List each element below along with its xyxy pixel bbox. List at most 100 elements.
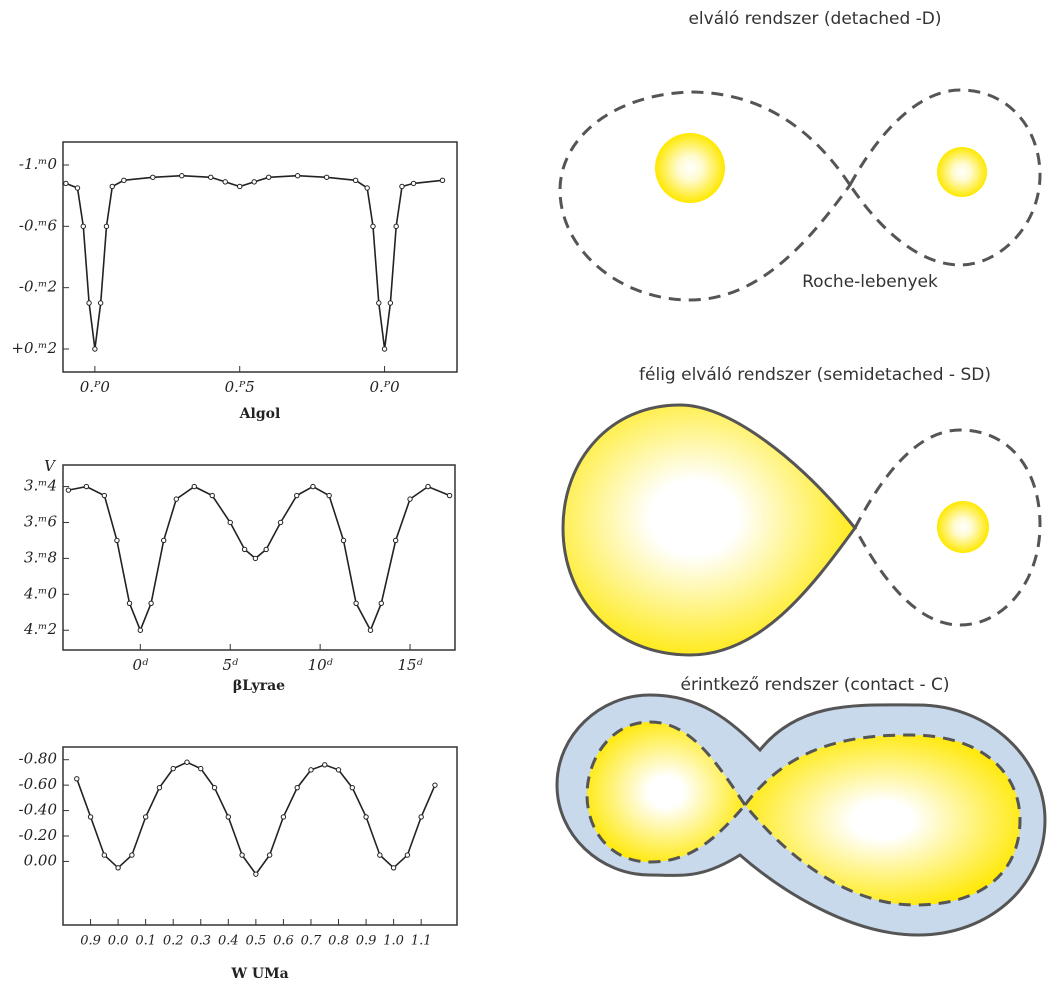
data-point bbox=[238, 184, 242, 188]
data-point bbox=[350, 785, 354, 789]
data-point bbox=[138, 628, 142, 632]
x-tick-label: 10ᵈ bbox=[308, 656, 333, 674]
data-point bbox=[143, 815, 147, 819]
data-point bbox=[368, 628, 372, 632]
y-tick-label: -0.20 bbox=[19, 826, 58, 844]
x-tick-label: 0.0 bbox=[108, 934, 129, 949]
data-point bbox=[223, 180, 227, 184]
y-tick-label: -1.ᵐ0 bbox=[19, 155, 58, 173]
data-point bbox=[393, 538, 397, 542]
detached-diagram: elváló rendszer (detached -D) Roche-lebe… bbox=[560, 9, 1040, 300]
x-tick-label: 0.ᴾ0 bbox=[369, 378, 400, 396]
data-point bbox=[278, 520, 282, 524]
data-point bbox=[157, 785, 161, 789]
x-tick-label: 0.3 bbox=[190, 934, 211, 949]
data-point bbox=[323, 763, 327, 767]
data-point bbox=[394, 224, 398, 228]
x-tick-label: 0.ᴾ5 bbox=[225, 378, 255, 396]
data-point bbox=[309, 768, 313, 772]
data-point bbox=[81, 224, 85, 228]
x-tick-label: 5ᵈ bbox=[222, 656, 238, 674]
data-point bbox=[408, 497, 412, 501]
data-point bbox=[102, 853, 106, 857]
data-point bbox=[130, 853, 134, 857]
semidetached-diagram: félig elváló rendszer (semidetached - SD… bbox=[563, 365, 1040, 655]
y-tick-label: -0.40 bbox=[19, 801, 58, 819]
data-point bbox=[419, 815, 423, 819]
data-point bbox=[75, 186, 79, 190]
data-point bbox=[116, 866, 120, 870]
data-point bbox=[228, 520, 232, 524]
lobe-label: Roche-lebenyek bbox=[802, 272, 938, 292]
diagram-title: félig elváló rendszer (semidetached - SD… bbox=[639, 365, 991, 385]
data-point bbox=[377, 301, 381, 305]
data-point bbox=[242, 547, 246, 551]
x-axis-label: βLyrae bbox=[233, 678, 285, 694]
y-tick-label: -0.ᵐ2 bbox=[19, 278, 57, 296]
diagram-title: érintkező rendszer (contact - C) bbox=[680, 675, 949, 695]
x-tick-label: 15ᵈ bbox=[397, 656, 422, 674]
y-tick-label: -0.60 bbox=[19, 775, 58, 793]
data-point bbox=[379, 601, 383, 605]
data-point bbox=[102, 493, 106, 497]
data-point bbox=[104, 224, 108, 228]
data-point bbox=[400, 184, 404, 188]
x-tick-label: 0.7 bbox=[301, 934, 322, 949]
data-point bbox=[365, 186, 369, 190]
data-point bbox=[311, 484, 315, 488]
light-curve bbox=[68, 487, 449, 631]
data-point bbox=[66, 488, 70, 492]
data-point bbox=[127, 601, 131, 605]
x-tick-label: 0.2 bbox=[163, 934, 184, 949]
data-point bbox=[64, 181, 68, 185]
data-point bbox=[171, 766, 175, 770]
y-tick-label: 0.00 bbox=[24, 851, 58, 869]
data-point bbox=[185, 760, 189, 764]
data-point bbox=[210, 493, 214, 497]
data-point bbox=[391, 866, 395, 870]
data-point bbox=[151, 175, 155, 179]
y-tick-label: 3.ᵐ8 bbox=[24, 548, 57, 566]
data-point bbox=[324, 175, 328, 179]
data-point bbox=[382, 347, 386, 351]
data-point bbox=[295, 174, 299, 178]
data-point bbox=[254, 872, 258, 876]
filled-lobe bbox=[563, 405, 855, 655]
data-point bbox=[295, 493, 299, 497]
data-point bbox=[149, 601, 153, 605]
data-point bbox=[98, 301, 102, 305]
y-tick-label: 4.ᵐ2 bbox=[23, 620, 57, 638]
data-point bbox=[93, 347, 97, 351]
data-point bbox=[353, 178, 357, 182]
data-point bbox=[426, 484, 430, 488]
data-point bbox=[411, 181, 415, 185]
data-point bbox=[388, 301, 392, 305]
data-point bbox=[371, 224, 375, 228]
data-point bbox=[405, 853, 409, 857]
data-point bbox=[354, 601, 358, 605]
x-axis-label: W UMa bbox=[230, 966, 288, 982]
data-point bbox=[264, 547, 268, 551]
data-point bbox=[122, 178, 126, 182]
data-point bbox=[447, 493, 451, 497]
x-tick-label: 0.ᴾ0 bbox=[80, 378, 111, 396]
x-tick-label: 0.6 bbox=[273, 934, 294, 949]
data-point bbox=[115, 538, 119, 542]
data-point bbox=[75, 777, 79, 781]
data-point bbox=[110, 184, 114, 188]
x-tick-label: 0ᵈ bbox=[133, 656, 149, 674]
data-point bbox=[161, 538, 165, 542]
data-point bbox=[295, 785, 299, 789]
data-point bbox=[267, 853, 271, 857]
data-point bbox=[336, 768, 340, 772]
data-point bbox=[253, 556, 257, 560]
contact-diagram: érintkező rendszer (contact - C) bbox=[557, 675, 1045, 935]
data-point bbox=[174, 497, 178, 501]
figure: elváló rendszer (detached -D) Roche-lebe… bbox=[0, 0, 1049, 990]
x-tick-label: 0.1 bbox=[135, 934, 156, 949]
plot-frame bbox=[63, 747, 457, 925]
x-tick-label: 0.4 bbox=[218, 934, 239, 949]
data-point bbox=[240, 853, 244, 857]
data-point bbox=[84, 484, 88, 488]
data-point bbox=[266, 175, 270, 179]
